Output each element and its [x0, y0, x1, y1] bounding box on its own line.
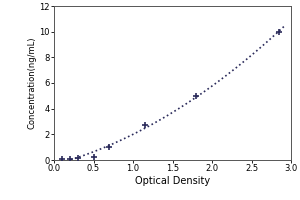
X-axis label: Optical Density: Optical Density — [135, 176, 210, 186]
Y-axis label: Concentration(ng/mL): Concentration(ng/mL) — [28, 37, 37, 129]
